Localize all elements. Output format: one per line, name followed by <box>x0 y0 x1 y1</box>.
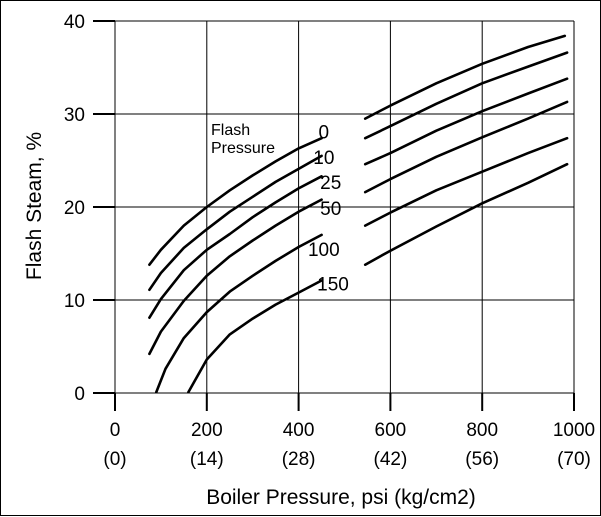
annotation-line-1: Flash <box>211 122 250 139</box>
x-tick-sublabel: (0) <box>103 449 126 470</box>
x-tick-sublabel: (28) <box>282 449 316 470</box>
curve-10-segment-0 <box>148 154 323 292</box>
x-axis-title: Boiler Pressure, psi (kg/cm2) <box>206 486 476 509</box>
x-tick-label: 600 <box>375 420 407 441</box>
x-tick-label: 800 <box>466 420 498 441</box>
curve-50-segment-0 <box>148 198 323 356</box>
curves <box>148 34 569 394</box>
curve-label-25: 25 <box>320 173 341 194</box>
y-tick-label: 40 <box>64 12 85 33</box>
curve-labels: 0 10 25 50 100 150 <box>308 123 349 296</box>
curve-label-100: 100 <box>308 240 340 261</box>
annotation-line-2: Pressure <box>211 140 275 157</box>
curve-50-segment-1 <box>363 100 569 194</box>
curve-label-150: 150 <box>317 274 349 295</box>
x-tick-sublabel: (14) <box>190 449 224 470</box>
x-tick-sublabel: (56) <box>465 449 499 470</box>
y-axis-title: Flash Steam, % <box>23 132 46 280</box>
y-tick-label: 10 <box>64 291 85 312</box>
curve-label-10: 10 <box>313 148 334 169</box>
y-tick-label: 30 <box>64 105 85 126</box>
curve-10-segment-1 <box>363 51 569 140</box>
curve-150-segment-1 <box>363 162 569 267</box>
plot-area: 0102030400(0)200(14)400(28)600(42)800(56… <box>64 12 595 470</box>
curve-label-0: 0 <box>319 123 330 144</box>
curve-0-segment-0 <box>148 136 323 267</box>
curve-25-segment-1 <box>363 77 569 166</box>
curve-150-segment-0 <box>187 279 323 394</box>
curve-100-segment-1 <box>363 136 569 227</box>
grid <box>114 20 575 394</box>
curve-25-segment-0 <box>148 175 323 320</box>
x-tick-sublabel: (42) <box>374 449 408 470</box>
x-tick-label: 400 <box>283 420 315 441</box>
y-tick-label: 20 <box>64 198 85 219</box>
curve-0-segment-1 <box>363 34 567 120</box>
y-tick-label: 0 <box>74 384 85 405</box>
x-tick-label: 1000 <box>553 420 595 441</box>
x-tick-sublabel: (70) <box>557 449 591 470</box>
curve-100-segment-0 <box>155 233 323 394</box>
x-tick-label: 200 <box>191 420 223 441</box>
curve-label-50: 50 <box>320 199 341 220</box>
x-tick-label: 0 <box>110 420 121 441</box>
